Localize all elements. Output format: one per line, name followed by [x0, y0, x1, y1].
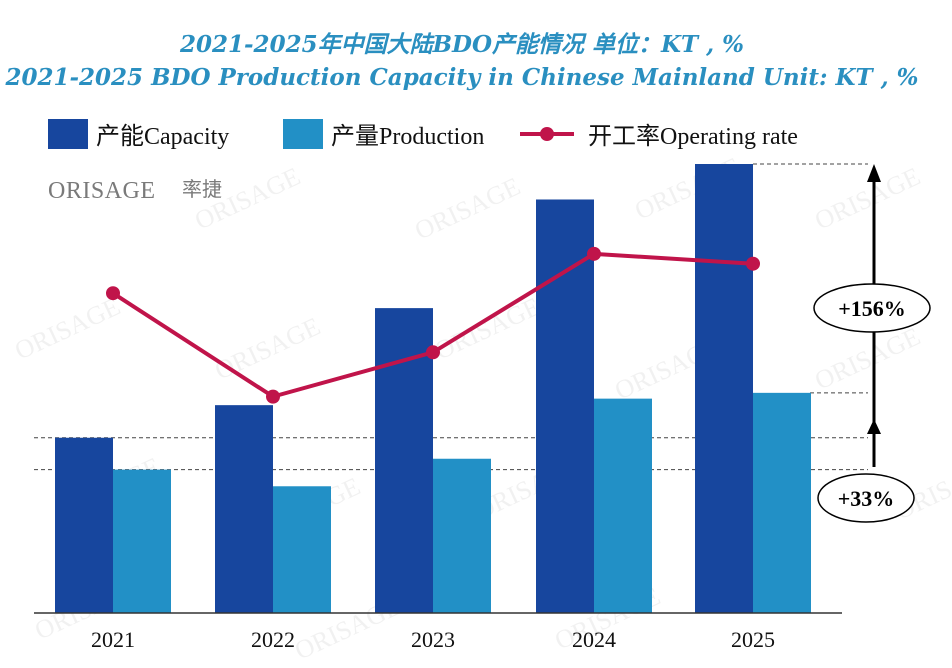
x-tick-label-2024: 2024: [572, 627, 616, 652]
operating-rate-series: [106, 246, 760, 404]
legend-swatch-capacity: [48, 119, 88, 149]
legend-marker-operating-rate: [540, 127, 554, 141]
watermark-logo: ORISAGE: [210, 312, 324, 386]
bar-production-2025: [753, 392, 811, 613]
bar-capacity-2025: [695, 164, 753, 613]
bar-production-2022: [273, 486, 331, 613]
x-axis-ticks: 2021 2022 2023 2024 2025: [91, 627, 775, 652]
watermark-logo: ORISAGE: [430, 292, 544, 366]
operating-rate-point-2022: [266, 389, 280, 404]
operating-rate-point-2025: [746, 256, 760, 271]
orisage-logo: ORISAGE 率捷: [48, 177, 222, 204]
operating-rate-point-2021: [106, 286, 120, 301]
growth-arrow-production-head: [867, 419, 881, 434]
bar-capacity-2022: [215, 405, 273, 613]
x-tick-label-2023: 2023: [411, 627, 455, 652]
watermark-logo: ORISAGE: [810, 162, 924, 236]
growth-label-production: +33%: [838, 486, 895, 511]
x-tick-label-2022: 2022: [251, 627, 295, 652]
growth-arrow-capacity-head: [867, 164, 881, 182]
legend: 产能Capacity 产量Production 开工率Operating rat…: [48, 119, 798, 150]
operating-rate-point-2024: [587, 246, 601, 261]
growth-label-capacity: +156%: [838, 296, 906, 321]
bar-capacity-2024: [536, 199, 594, 614]
bar-production-2021: [113, 469, 171, 613]
legend-label-production: 产量Production: [331, 123, 484, 150]
bar-production-2023: [433, 458, 491, 613]
growth-annotations: +156% +33%: [813, 164, 931, 523]
growth-badge-capacity: [813, 283, 931, 333]
growth-badge-production: [817, 473, 915, 523]
x-tick-label-2025: 2025: [731, 627, 775, 652]
chart-subtitle: 2021-2025 BDO Production Capacity in Chi…: [4, 64, 918, 91]
watermark-logo: ORISAGE: [10, 292, 124, 366]
legend-label-capacity: 产能Capacity: [96, 123, 229, 150]
logo-text-cn: 率捷: [182, 177, 222, 201]
x-tick-label-2021: 2021: [91, 627, 135, 652]
legend-label-operating-rate: 开工率Operating rate: [588, 123, 798, 150]
legend-swatch-production: [283, 119, 323, 149]
bars: [55, 164, 811, 614]
bar-production-2024: [594, 398, 652, 613]
operating-rate-point-2023: [426, 345, 440, 360]
chart-title: 2021-2025年中国大陆BDO产能情况 单位：KT , %: [179, 31, 744, 58]
logo-text: ORISAGE: [48, 178, 156, 204]
bar-capacity-2021: [55, 437, 113, 613]
watermark-logo: ORISAGE: [410, 172, 524, 246]
